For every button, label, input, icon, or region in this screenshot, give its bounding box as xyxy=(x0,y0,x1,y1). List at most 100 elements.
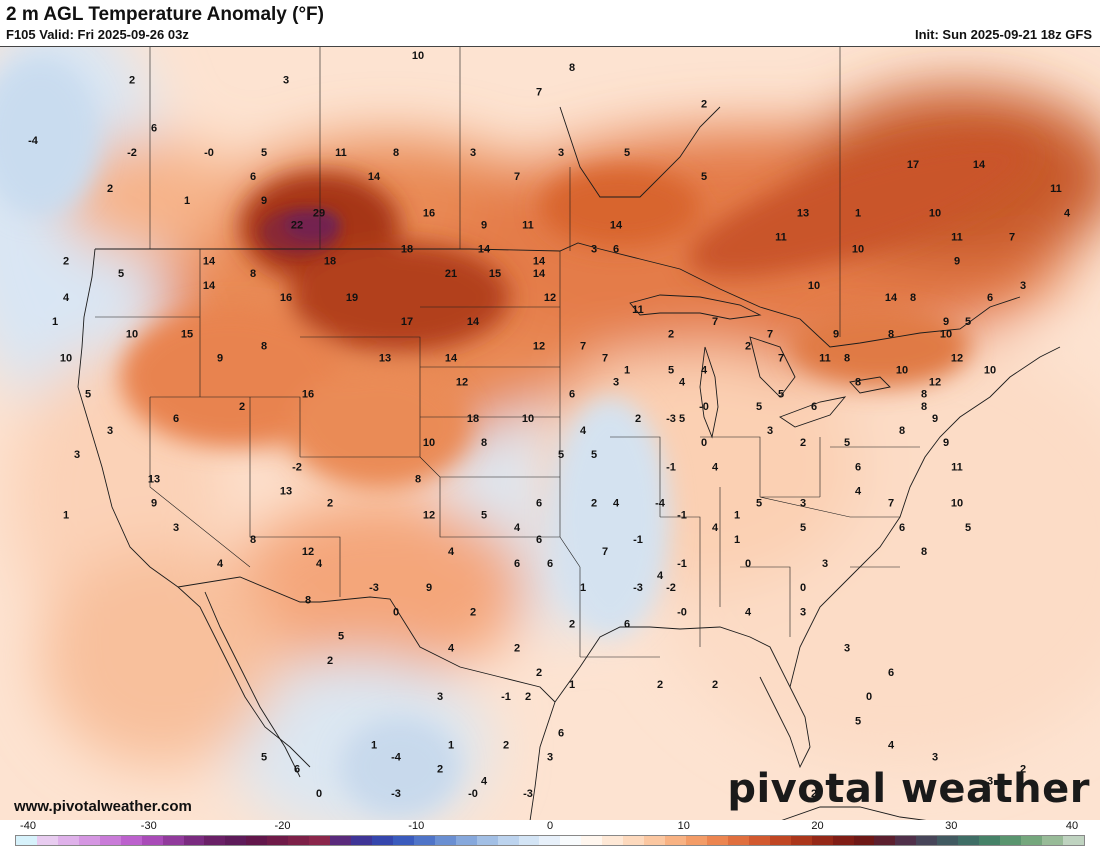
anomaly-value-label: 4 xyxy=(63,292,70,304)
anomaly-value-label: 8 xyxy=(844,352,850,364)
anomaly-value-label: 8 xyxy=(921,389,927,401)
anomaly-value-label: 1 xyxy=(569,679,575,691)
anomaly-value-label: 3 xyxy=(558,147,564,159)
lake-erie xyxy=(779,396,847,428)
anomaly-value-label: 15 xyxy=(181,328,193,340)
colorbar-swatch xyxy=(99,836,121,845)
anomaly-value-label: 11 xyxy=(335,147,347,159)
anomaly-value-label: 3 xyxy=(74,449,80,461)
map-title: 2 m AGL Temperature Anomaly (°F) xyxy=(6,4,324,25)
anomaly-value-label: 10 xyxy=(852,244,864,256)
anomaly-value-label: 4 xyxy=(701,365,708,377)
anomaly-value-label: 11 xyxy=(951,461,963,473)
colorbar-swatch xyxy=(1041,836,1063,845)
anomaly-value-label: 4 xyxy=(580,425,587,437)
anomaly-value-label: 2 xyxy=(657,679,663,691)
anomaly-value-label: 6 xyxy=(987,292,993,304)
site-url[interactable]: www.pivotalweather.com xyxy=(14,798,192,815)
anomaly-value-label: 4 xyxy=(855,486,862,498)
anomaly-value-label: 9 xyxy=(481,219,487,231)
anomaly-value-label: -3 xyxy=(633,582,643,594)
anomaly-value-label: 10 xyxy=(60,352,72,364)
colorbar-swatch xyxy=(16,836,37,845)
anomaly-value-label: 14 xyxy=(885,292,898,304)
colorbar-swatch xyxy=(246,836,268,845)
anomaly-value-label: 1 xyxy=(52,316,58,328)
anomaly-value-label: 1 xyxy=(371,739,377,751)
colorbar-swatch xyxy=(686,836,707,845)
anomaly-value-label: 10 xyxy=(929,207,941,219)
anomaly-value-label: 4 xyxy=(316,558,323,570)
anomaly-value-label: 1 xyxy=(734,534,740,546)
anomaly-value-label: 5 xyxy=(118,268,124,280)
anomaly-value-label: 6 xyxy=(569,389,575,401)
colorbar-swatch xyxy=(497,836,519,845)
anomaly-value-label: -0 xyxy=(699,401,709,413)
anomaly-value-label: 5 xyxy=(558,449,564,461)
anomaly-value-label: 8 xyxy=(393,147,399,159)
anomaly-value-label: 2 xyxy=(129,74,135,86)
colorbar-swatch xyxy=(288,836,310,845)
anomaly-value-label: 10 xyxy=(808,280,820,292)
anomaly-value-label: 0 xyxy=(316,788,322,800)
colorbar-swatch xyxy=(790,836,812,845)
state-borders xyxy=(95,249,920,658)
colorbar-swatch xyxy=(602,836,624,845)
anomaly-value-label: 13 xyxy=(280,486,292,498)
colorbar-tick-labels: -40 -30 -20 -10 0 10 20 30 40 xyxy=(0,820,1100,834)
anomaly-value-label: 1 xyxy=(624,365,630,377)
anomaly-value-label: 3 xyxy=(800,498,806,510)
colorbar-swatch xyxy=(204,836,226,845)
anomaly-value-label: 2 xyxy=(525,691,531,703)
colorbar-swatch xyxy=(351,836,372,845)
anomaly-value-label: 8 xyxy=(921,546,927,558)
us-canada-border xyxy=(95,242,1021,348)
anomaly-value-label: 7 xyxy=(767,328,773,340)
anomaly-value-label: -1 xyxy=(677,558,687,570)
colorbar xyxy=(15,835,1085,846)
anomaly-value-label: 18 xyxy=(401,244,413,256)
anomaly-value-label: 2 xyxy=(591,498,597,510)
anomaly-value-label: 3 xyxy=(283,74,289,86)
colorbar-swatch xyxy=(832,836,854,845)
anomaly-value-label: 0 xyxy=(800,582,806,594)
anomaly-value-label: 7 xyxy=(580,340,586,352)
anomaly-value-label: 2 xyxy=(635,413,641,425)
mexico-coastline xyxy=(529,701,556,821)
colorbar-swatch xyxy=(916,836,938,845)
colorbar-swatch xyxy=(162,836,184,845)
anomaly-value-label: 10 xyxy=(896,365,908,377)
anomaly-value-label: 6 xyxy=(899,522,905,534)
anomaly-value-label: 2 xyxy=(701,99,707,111)
anomaly-value-label: 3 xyxy=(107,425,113,437)
colorbar-swatch xyxy=(665,836,686,845)
colorbar-tick-label: 20 xyxy=(811,820,824,832)
lake-superior xyxy=(629,294,762,320)
anomaly-value-label: 18 xyxy=(467,413,479,425)
anomaly-value-label: 12 xyxy=(456,377,468,389)
anomaly-value-label: 9 xyxy=(261,195,267,207)
anomaly-value-label: 9 xyxy=(217,352,223,364)
anomaly-value-label: 6 xyxy=(558,727,564,739)
anomaly-value-label: 2 xyxy=(239,401,245,413)
anomaly-value-label: 5 xyxy=(701,171,707,183)
anomaly-map[interactable]: 2 3 10 8 -4 6 7 2 -2 -0 5 11 8 3 3 5 17 14 2 6 14 7 5 11 1 9 13 16 2… xyxy=(0,46,1100,821)
anomaly-value-label: 5 xyxy=(668,365,674,377)
anomaly-value-label: 10 xyxy=(412,50,424,62)
anomaly-value-label: 2 xyxy=(569,619,575,631)
anomaly-value-label: 29 xyxy=(313,207,325,219)
anomaly-value-label: 0 xyxy=(745,558,751,570)
anomaly-value-label: 14 xyxy=(203,256,216,268)
anomaly-value-label: 3 xyxy=(800,606,806,618)
anomaly-value-label: -1 xyxy=(633,534,643,546)
anomaly-value-label: 5 xyxy=(338,631,344,643)
colorbar-swatch xyxy=(78,836,100,845)
anomaly-value-label: 3 xyxy=(470,147,476,159)
anomaly-value-label: 14 xyxy=(610,219,623,231)
map-boundaries xyxy=(77,47,1061,821)
anomaly-value-label: 9 xyxy=(833,328,839,340)
anomaly-value-label: 1 xyxy=(580,582,586,594)
anomaly-value-label: 9 xyxy=(943,316,949,328)
anomaly-value-label: 3 xyxy=(844,643,850,655)
anomaly-value-label: 5 xyxy=(679,413,685,425)
